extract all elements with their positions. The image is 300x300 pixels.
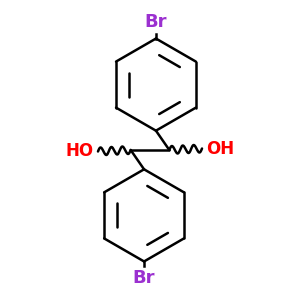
- Text: HO: HO: [65, 142, 94, 160]
- Text: Br: Br: [133, 269, 155, 287]
- Text: OH: OH: [206, 140, 235, 158]
- Text: Br: Br: [145, 13, 167, 31]
